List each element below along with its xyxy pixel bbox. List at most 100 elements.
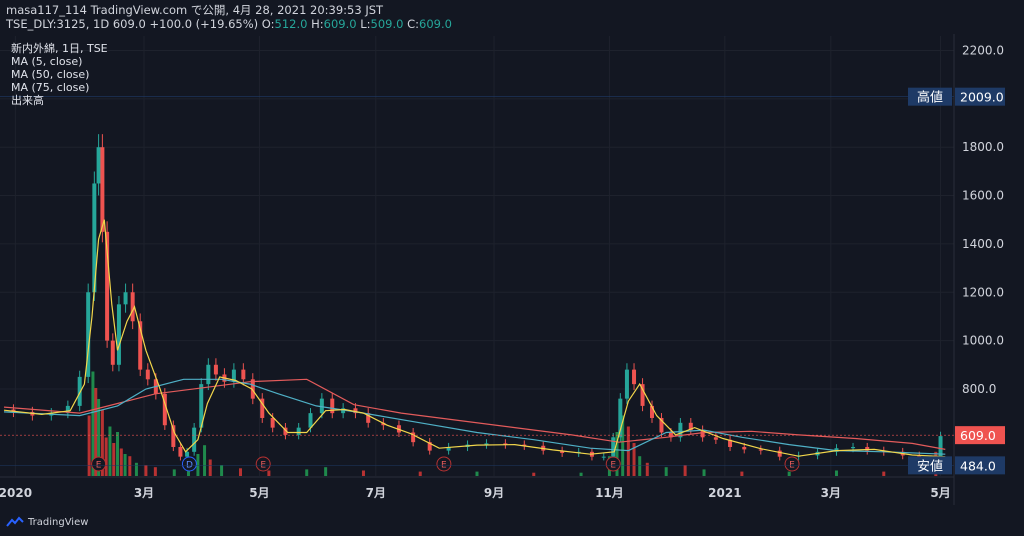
- event-marker-1: D: [181, 456, 197, 472]
- volume-bar-15: [172, 469, 176, 476]
- footer-brand-text: TradingView: [28, 516, 89, 528]
- candle-body-64: [700, 430, 705, 438]
- low-value: 509.0: [370, 17, 404, 31]
- candle-body-73: [851, 446, 856, 449]
- legend-ma75[interactable]: MA (75, close): [11, 81, 90, 94]
- volume-bar-29: [579, 472, 583, 476]
- y-tick-2200: 2200.0: [962, 44, 1004, 58]
- candle-body-37: [341, 408, 346, 414]
- x-tick-8: 5月: [930, 486, 950, 500]
- y-tick-1800: 1800.0: [962, 140, 1004, 154]
- volume-bar-11: [128, 456, 132, 476]
- candle-body-46: [484, 443, 489, 445]
- candle-body-7: [92, 183, 97, 293]
- x-tick-3: 7月: [366, 486, 386, 500]
- volume-bar-4: [100, 410, 104, 476]
- y-tick-1400: 1400.0: [962, 237, 1004, 251]
- event-circle-3: [436, 456, 452, 472]
- volume-bar-42: [834, 470, 838, 476]
- candle-body-63: [688, 422, 693, 431]
- volume-bar-18: [203, 445, 207, 476]
- last-price: 609.0: [112, 17, 146, 31]
- candle-body-36: [330, 398, 335, 414]
- volume-bar-36: [645, 462, 649, 476]
- ohlc-line: TSE_DLY:3125, 1D 609.0 +100.0 (+19.65%) …: [6, 16, 1024, 32]
- legend-ma50[interactable]: MA (50, close): [11, 68, 90, 81]
- marker-value-bg-last: [955, 426, 1005, 445]
- event-circle-2: [255, 456, 271, 472]
- volume-bar-5: [104, 437, 108, 476]
- close-value: 609.0: [419, 17, 452, 31]
- volume-bar-39: [702, 469, 706, 476]
- price-chart[interactable]: E D E E E E 800.0 1000.0 1200.0 1400.0 1600.0 1800…: [0, 34, 1024, 534]
- candle-body-38: [353, 408, 358, 414]
- marker-value-low: 484.0: [960, 458, 996, 473]
- volume-bar-32: [621, 415, 625, 476]
- event-marker-2: E: [255, 456, 271, 472]
- legend-symbol[interactable]: 新内外綿, 1日, TSE: [11, 42, 108, 55]
- candle-body-29: [250, 379, 255, 399]
- candle-body-12: [116, 304, 121, 365]
- marker-value-high: 2009.0: [960, 90, 1004, 105]
- candle-body-15: [138, 321, 143, 370]
- candle-body-39: [366, 413, 371, 423]
- price-marker-low: 安値 484.0: [0, 456, 1005, 475]
- volume-bar-12: [134, 462, 138, 476]
- ma5-line: [3, 219, 946, 458]
- volume-bar-14: [153, 467, 157, 476]
- volume-bar-13: [144, 465, 148, 476]
- candle-body-13: [123, 292, 128, 305]
- candle-body-48: [522, 444, 527, 446]
- volume-bar-19: [208, 459, 212, 476]
- volume-bar-35: [638, 456, 642, 476]
- event-circle-0: [91, 456, 107, 472]
- event-circle-5: [784, 456, 800, 472]
- candle-body-9: [100, 147, 105, 232]
- volume-bar-8: [116, 432, 120, 476]
- candle-body-32: [283, 427, 288, 435]
- x-tick-2: 5月: [249, 486, 269, 500]
- candle-body-62: [678, 422, 683, 438]
- candle-body-65: [713, 437, 718, 440]
- candle-body-16: [145, 369, 150, 380]
- event-marker-3: E: [436, 456, 452, 472]
- volume-bar-34: [632, 443, 636, 476]
- x-tick-5: 11月: [595, 486, 624, 500]
- candle-body-53: [601, 456, 606, 458]
- volume-bar-22: [267, 470, 271, 476]
- volume-bar-23: [305, 469, 309, 476]
- candle-body-11: [110, 340, 115, 365]
- y-tick-1000: 1000.0: [962, 334, 1004, 348]
- volume-bar-33: [626, 426, 630, 476]
- candle-body-6: [86, 292, 91, 377]
- candle-body-24: [206, 364, 211, 385]
- candle-body-25: [213, 364, 218, 375]
- candle-body-67: [742, 446, 747, 450]
- marker-value-bg-high: [955, 87, 1005, 106]
- volume-bar-3: [97, 399, 101, 476]
- volume-bar-38: [683, 465, 687, 476]
- low-label: L:: [360, 17, 371, 31]
- candle-body-40: [381, 422, 386, 426]
- price-marker-high: 高値 2009.0: [0, 87, 1005, 106]
- candle-body-50: [560, 450, 565, 454]
- candle-body-22: [192, 427, 197, 452]
- volume-bar-9: [119, 448, 123, 476]
- y-tick-1200: 1200.0: [962, 285, 1004, 299]
- candle-body-42: [411, 432, 416, 443]
- candle-body-23: [199, 384, 204, 428]
- legend-volume[interactable]: 出来高: [11, 94, 44, 107]
- marker-label-bg-low: [908, 456, 952, 475]
- candle-body-20: [178, 446, 183, 457]
- legend-ma5[interactable]: MA (5, close): [11, 55, 83, 68]
- candle-body-69: [777, 450, 782, 457]
- volume-bar-26: [418, 471, 422, 476]
- volume-bar-20: [220, 465, 224, 476]
- footer-brand[interactable]: TradingView: [6, 516, 88, 528]
- event-circle-4: [605, 456, 621, 472]
- event-marker-5: E: [784, 456, 800, 472]
- candle-body-60: [659, 417, 664, 433]
- marker-label-bg-high: [908, 87, 952, 106]
- candle-body-18: [162, 393, 167, 426]
- volume-bar-0: [87, 415, 91, 476]
